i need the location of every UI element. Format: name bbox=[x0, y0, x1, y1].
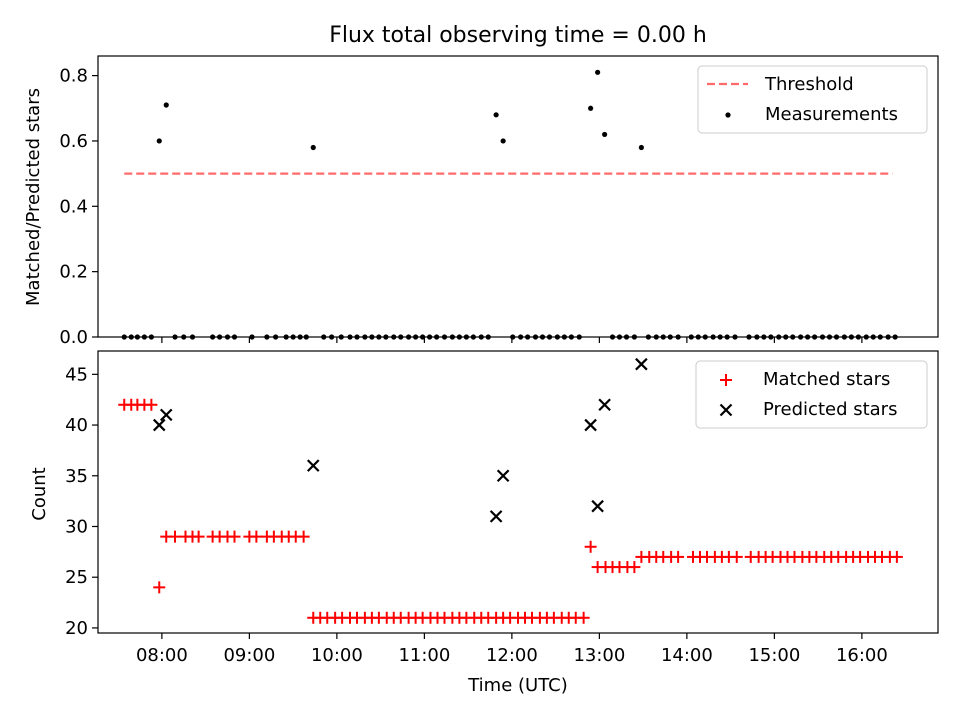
bottom-y-axis-label: Count bbox=[29, 467, 50, 520]
measurement-point bbox=[638, 144, 644, 151]
measurement-point bbox=[588, 105, 594, 111]
measurement-point bbox=[156, 138, 162, 144]
legend-matched-swatch bbox=[720, 374, 732, 386]
legend-measurements-swatch bbox=[725, 112, 731, 118]
predicted-point bbox=[496, 469, 510, 483]
legend-threshold-label: Threshold bbox=[764, 74, 854, 95]
legend-measurements-label: Measurements bbox=[765, 104, 898, 125]
predicted-point bbox=[306, 459, 320, 472]
bottom-y-tick-label: 45 bbox=[65, 364, 88, 385]
predicted-point bbox=[635, 357, 648, 371]
predicted-point bbox=[152, 418, 166, 432]
matched-point bbox=[584, 540, 597, 553]
bottom-y-tick-label: 35 bbox=[65, 466, 88, 487]
matched-point bbox=[297, 530, 310, 543]
x-axis-label: Time (UTC) bbox=[467, 675, 568, 696]
top-y-ticks: 0.0 0.2 0.4 0.6 0.8 bbox=[59, 66, 98, 348]
matched-point bbox=[169, 530, 181, 543]
top-legend: Threshold Measurements bbox=[697, 65, 928, 134]
x-tick-label: 15:00 bbox=[748, 645, 800, 666]
x-tick-label: 13:00 bbox=[573, 645, 625, 666]
top-x-ticks bbox=[161, 337, 863, 343]
matched-point bbox=[577, 611, 590, 624]
matched-point bbox=[145, 398, 158, 411]
legend-predicted-label: Predicted stars bbox=[763, 399, 897, 420]
bottom-x-ticks: 08:00 09:00 10:00 11:00 12:00 13:00 14:00 15:00… bbox=[136, 633, 888, 666]
x-tick-label: 08:00 bbox=[136, 645, 188, 666]
bottom-axes-frame bbox=[97, 350, 939, 634]
bottom-y-tick-label: 30 bbox=[65, 516, 88, 537]
matched-points bbox=[118, 398, 903, 624]
x-tick-label: 11:00 bbox=[398, 645, 450, 666]
measurement-point bbox=[500, 138, 506, 144]
x-tick-label: 12:00 bbox=[486, 645, 538, 666]
bottom-y-ticks: 20 25 30 35 40 45 bbox=[65, 364, 98, 639]
predicted-point bbox=[584, 418, 597, 432]
top-axes-frame bbox=[97, 55, 939, 338]
matched-point bbox=[890, 550, 903, 563]
bottom-legend: Matched stars Predicted stars bbox=[695, 360, 928, 429]
matched-point bbox=[672, 550, 685, 563]
legend-predicted-swatch bbox=[719, 403, 733, 417]
predicted-points bbox=[152, 357, 648, 523]
bottom-y-tick-label: 25 bbox=[65, 567, 88, 588]
measurement-point bbox=[595, 69, 601, 75]
chart-title: Flux total observing time = 0.00 h bbox=[329, 23, 707, 48]
predicted-point bbox=[591, 499, 604, 513]
measurement-point bbox=[602, 131, 608, 138]
matched-point bbox=[730, 550, 743, 563]
predicted-point bbox=[159, 408, 173, 422]
predicted-point bbox=[598, 398, 611, 412]
top-y-tick-label: 0.4 bbox=[59, 196, 88, 217]
bottom-y-tick-label: 20 bbox=[65, 618, 88, 639]
legend-x-marker bbox=[719, 403, 733, 417]
top-y-tick-label: 0.8 bbox=[59, 66, 88, 87]
matched-point bbox=[250, 530, 263, 543]
predicted-point bbox=[489, 510, 503, 523]
top-y-tick-label: 0.0 bbox=[59, 327, 88, 348]
x-tick-label: 09:00 bbox=[223, 645, 275, 666]
x-tick-label: 14:00 bbox=[661, 645, 713, 666]
measurement-point bbox=[310, 144, 316, 151]
x-tick-label: 10:00 bbox=[311, 645, 363, 666]
bottom-y-tick-label: 40 bbox=[65, 415, 88, 436]
matched-point bbox=[192, 530, 205, 543]
matched-point bbox=[228, 530, 241, 543]
legend-matched-label: Matched stars bbox=[763, 369, 890, 390]
top-y-axis-label: Matched/Predicted stars bbox=[23, 88, 44, 306]
legend-plus-marker bbox=[720, 374, 732, 386]
top-y-tick-label: 0.2 bbox=[59, 262, 88, 283]
matched-point bbox=[628, 561, 641, 574]
matched-point bbox=[153, 581, 166, 594]
measurement-point bbox=[493, 112, 499, 118]
measurement-point bbox=[163, 102, 169, 108]
top-y-tick-label: 0.6 bbox=[59, 131, 88, 152]
x-tick-label: 16:00 bbox=[836, 645, 888, 666]
